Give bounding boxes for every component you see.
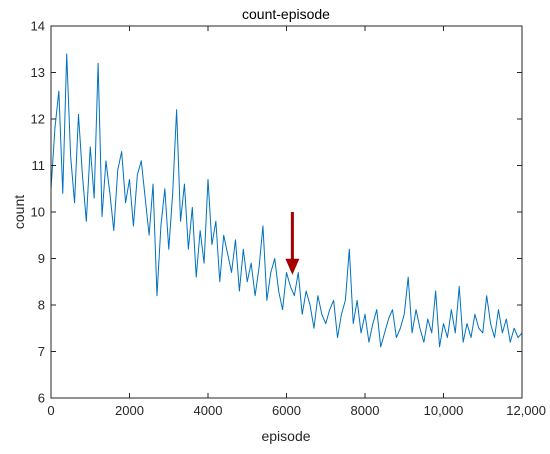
- x-tick-label: 2000: [115, 403, 144, 418]
- y-tick-label: 14: [31, 19, 45, 34]
- y-tick-label: 9: [38, 251, 45, 266]
- x-tick-label: 4000: [194, 403, 223, 418]
- x-axis: 0 2000 4000 6000 8000 10,000 12,000: [47, 26, 546, 418]
- x-axis-title: episode: [261, 428, 310, 444]
- x-tick-label: 0: [47, 403, 54, 418]
- y-tick-label: 6: [38, 391, 45, 406]
- x-tick-label: 12,000: [506, 403, 546, 418]
- annotation-arrow-head: [285, 258, 300, 275]
- y-tick-label: 11: [32, 158, 46, 173]
- y-tick-label: 12: [31, 112, 45, 127]
- series-line-0: [50, 53, 523, 348]
- x-tick-label: 8000: [351, 403, 380, 418]
- annotation-layer: [285, 212, 300, 275]
- plot-area: [51, 26, 522, 398]
- y-tick-label: 7: [38, 344, 45, 359]
- y-axis-title: count: [11, 195, 27, 229]
- y-tick-label: 13: [31, 65, 45, 80]
- chart-title: count-episode: [242, 6, 330, 22]
- y-tick-label: 10: [31, 205, 45, 220]
- y-axis: 6 7 8 9 10 11 12 13 14: [31, 19, 522, 406]
- series-layer: [50, 53, 523, 348]
- y-tick-label: 8: [38, 298, 45, 313]
- x-tick-label: 10,000: [424, 403, 464, 418]
- x-tick-label: 6000: [272, 403, 301, 418]
